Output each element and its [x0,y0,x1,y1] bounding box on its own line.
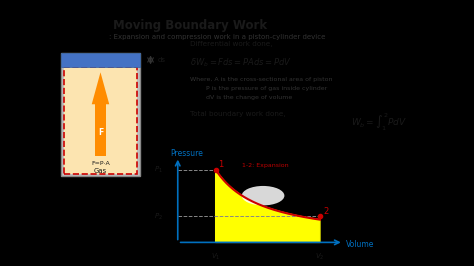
Text: $V_2$: $V_2$ [315,252,325,263]
Bar [64,67,137,174]
Text: $V_1$: $V_1$ [211,252,220,263]
Text: P is the pressure of gas inside cylinder: P is the pressure of gas inside cylinder [190,86,328,91]
Polygon shape [216,170,320,242]
Text: $P_2$: $P_2$ [154,211,163,222]
Text: Moving Boundary Work: Moving Boundary Work [113,19,267,32]
Ellipse shape [242,186,284,205]
Text: Differential work done,: Differential work done, [190,41,273,47]
Text: 1-2: Expansion: 1-2: Expansion [242,163,288,168]
Text: $P_1$: $P_1$ [154,165,163,175]
Text: $\delta W_b = Fds = PAds = PdV$: $\delta W_b = Fds = PAds = PdV$ [190,56,292,69]
Text: Volume: Volume [346,240,374,250]
Text: Pressure: Pressure [171,149,203,158]
Text: 2: 2 [324,207,329,216]
Polygon shape [95,104,106,156]
Text: F: F [98,128,103,138]
Text: ds: ds [158,57,166,63]
Text: 1: 1 [218,160,223,169]
Text: dV is the change of volume: dV is the change of volume [190,94,292,99]
Polygon shape [92,72,109,104]
Text: Total boundary work done,: Total boundary work done, [190,111,286,117]
Bar [61,52,140,176]
Text: Gas: Gas [94,168,107,174]
Text: $W_b = \int_1^2 PdV$: $W_b = \int_1^2 PdV$ [351,111,407,132]
Text: Where, A is the cross-sectional area of piston: Where, A is the cross-sectional area of … [190,77,333,82]
Bar [61,52,140,67]
Text: F=P·A: F=P·A [91,161,110,166]
Text: : Expansion and compression work in a piston-cylinder device: : Expansion and compression work in a pi… [109,34,325,40]
